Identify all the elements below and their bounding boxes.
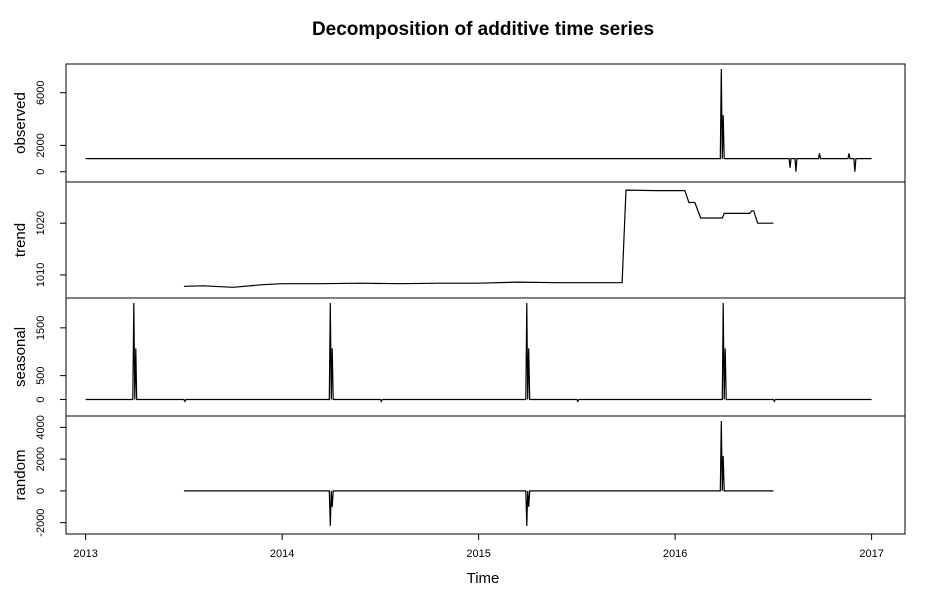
x-tick-label: 2016 — [663, 548, 687, 560]
y-tick-label: 2000 — [35, 133, 47, 157]
y-tick-label: 0 — [35, 396, 47, 402]
panel-trend: 1010 1020 trend — [12, 181, 906, 299]
y-tick-label: -2000 — [35, 509, 47, 537]
y-tick-label: 4000 — [35, 415, 47, 439]
y-tick-label: 1010 — [35, 263, 47, 287]
panel-label-observed: observed — [12, 92, 29, 154]
y-tick-label: 6000 — [35, 80, 47, 104]
panel-random: -2000 0 2000 4000 random — [12, 415, 906, 537]
y-tick-label: 1500 — [35, 316, 47, 340]
panel-frame — [65, 181, 906, 299]
y-tick-label: 0 — [35, 169, 47, 175]
y-tick-label: 500 — [35, 366, 47, 384]
observed-series-line — [85, 68, 872, 172]
x-tick-label: 2017 — [859, 548, 883, 560]
panel-frame — [65, 297, 906, 417]
x-tick-label: 2013 — [73, 548, 97, 560]
y-tick-label: 0 — [35, 488, 47, 494]
x-tick-label: 2015 — [466, 548, 490, 560]
x-axis-label: Time — [467, 570, 500, 587]
seasonal-series-line — [85, 302, 872, 403]
panel-label-trend: trend — [12, 223, 29, 257]
x-tick-label: 2014 — [270, 548, 294, 560]
panels-layer: 0 2000 6000 observed 1010 1020 trend 0 500 1500 se… — [12, 63, 906, 537]
trend-series-line — [183, 189, 774, 288]
panel-label-seasonal: seasonal — [12, 327, 29, 387]
chart-title: Decomposition of additive time series — [312, 19, 654, 40]
panel-frame — [65, 63, 906, 183]
panel-observed: 0 2000 6000 observed — [12, 63, 906, 183]
panel-label-random: random — [12, 450, 29, 501]
panel-seasonal: 0 500 1500 seasonal — [12, 297, 906, 417]
y-tick-label: 1020 — [35, 211, 47, 235]
panel-frame — [65, 415, 906, 535]
x-axis: 2013 2014 2015 2016 2017 — [73, 533, 884, 560]
y-tick-label: 2000 — [35, 447, 47, 471]
random-series-line — [183, 420, 774, 526]
